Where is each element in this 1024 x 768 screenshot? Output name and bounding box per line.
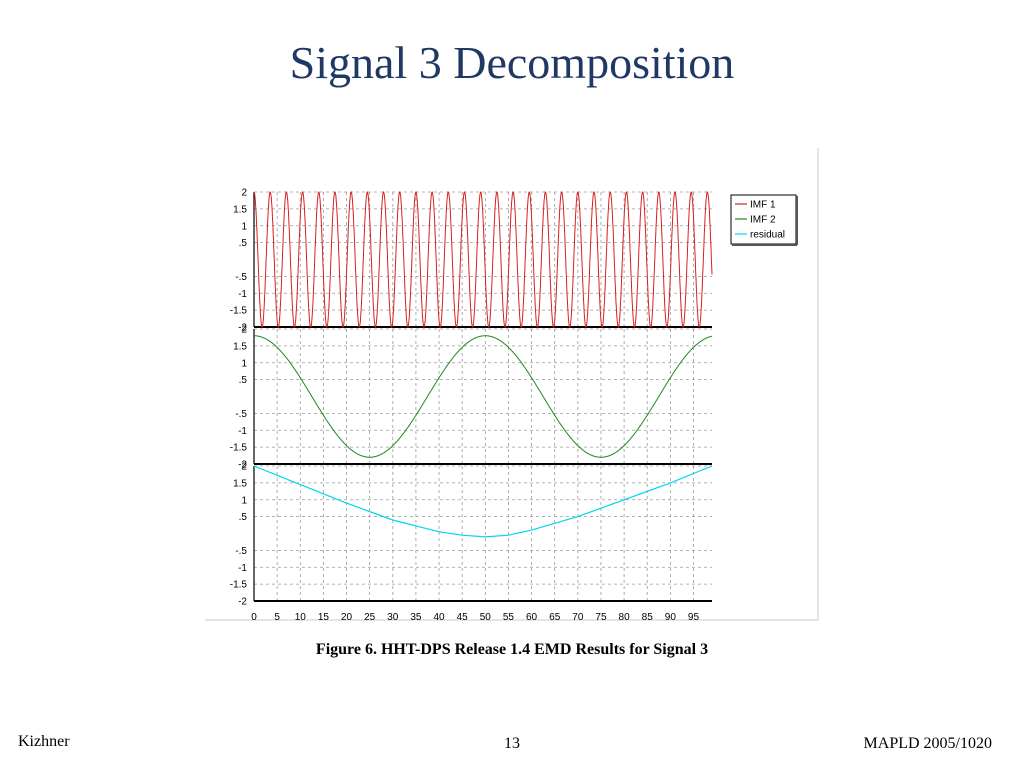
y-tick-label: -1.5 bbox=[230, 306, 248, 317]
x-tick-label: 0 bbox=[251, 612, 257, 623]
page-number: 13 bbox=[504, 735, 520, 752]
y-tick-label: 2 bbox=[241, 188, 247, 199]
x-tick-label: 25 bbox=[364, 612, 376, 623]
footer-author: Kizhner bbox=[18, 733, 70, 750]
panel-1: 21.51.5-.5-1-1.5-2 bbox=[230, 188, 713, 334]
x-tick-label: 35 bbox=[410, 612, 422, 623]
x-tick-label: 50 bbox=[480, 612, 492, 623]
y-tick-label: -.5 bbox=[235, 546, 247, 557]
x-tick-label: 65 bbox=[549, 612, 561, 623]
x-tick-label: 10 bbox=[295, 612, 307, 623]
series-line-imf-2 bbox=[254, 335, 713, 458]
x-tick-label: 15 bbox=[318, 612, 330, 623]
y-tick-label: 1.5 bbox=[233, 341, 247, 352]
x-tick-label: 80 bbox=[619, 612, 631, 623]
y-tick-label: -1.5 bbox=[230, 580, 248, 591]
y-tick-label: 1.5 bbox=[233, 478, 247, 489]
x-tick-label: 70 bbox=[572, 612, 584, 623]
y-tick-label: -1 bbox=[238, 426, 247, 437]
y-tick-label: -.5 bbox=[235, 272, 247, 283]
x-tick-label: 5 bbox=[274, 612, 280, 623]
y-tick-label: .5 bbox=[239, 512, 248, 523]
x-axis: 0 5 10 15 20 25 30 35 40 45 50 55 60 65 70 75 80 85 90 95 bbox=[251, 612, 699, 623]
y-tick-label: -1 bbox=[238, 289, 247, 300]
panel-3: 21.51.5-.5-1-1.5-2 bbox=[230, 462, 713, 608]
y-tick-label: -.5 bbox=[235, 409, 247, 420]
x-tick-label: 60 bbox=[526, 612, 538, 623]
legend-label: IMF 2 bbox=[750, 215, 776, 226]
y-tick-label: .5 bbox=[239, 375, 248, 386]
slide-title: Signal 3 Decomposition bbox=[289, 37, 735, 88]
series-line-residual bbox=[253, 465, 713, 538]
x-tick-label: 40 bbox=[433, 612, 445, 623]
figure-caption: Figure 6. HHT-DPS Release 1.4 EMD Result… bbox=[315, 641, 709, 658]
x-tick-label: 95 bbox=[688, 612, 700, 623]
x-tick-label: 30 bbox=[387, 612, 399, 623]
y-tick-label: 2 bbox=[241, 325, 247, 336]
x-tick-label: 55 bbox=[503, 612, 515, 623]
chart-legend: IMF 1 IMF 2 residual bbox=[730, 194, 798, 246]
x-tick-label: 90 bbox=[665, 612, 677, 623]
y-tick-label: 2 bbox=[241, 462, 247, 473]
y-tick-label: 1.5 bbox=[233, 204, 247, 215]
x-tick-label: 45 bbox=[457, 612, 469, 623]
legend-label: residual bbox=[750, 230, 785, 241]
x-tick-label: 20 bbox=[341, 612, 353, 623]
y-tick-label: -1 bbox=[238, 563, 247, 574]
x-tick-label: 85 bbox=[642, 612, 654, 623]
y-tick-label: -1.5 bbox=[230, 443, 248, 454]
y-tick-label: .5 bbox=[239, 238, 248, 249]
y-tick-label: 1 bbox=[241, 221, 247, 232]
footer-conference: MAPLD 2005/1020 bbox=[863, 735, 992, 752]
y-tick-label: -2 bbox=[238, 323, 247, 334]
y-tick-label: 1 bbox=[241, 495, 247, 506]
series-line-imf-1 bbox=[253, 191, 713, 328]
y-tick-label: -2 bbox=[238, 460, 247, 471]
y-tick-label: 1 bbox=[241, 358, 247, 369]
panel-2: 21.51.5-.5-1-1.5-2 bbox=[230, 325, 713, 471]
legend-label: IMF 1 bbox=[750, 200, 776, 211]
chart-panels: 21.51.5-.5-1-1.5-221.51.5-.5-1-1.5-221.5… bbox=[230, 188, 713, 608]
emd-chart: 21.51.5-.5-1-1.5-221.51.5-.5-1-1.5-221.5… bbox=[205, 148, 819, 623]
x-tick-label: 75 bbox=[595, 612, 607, 623]
y-tick-label: -2 bbox=[238, 597, 247, 608]
